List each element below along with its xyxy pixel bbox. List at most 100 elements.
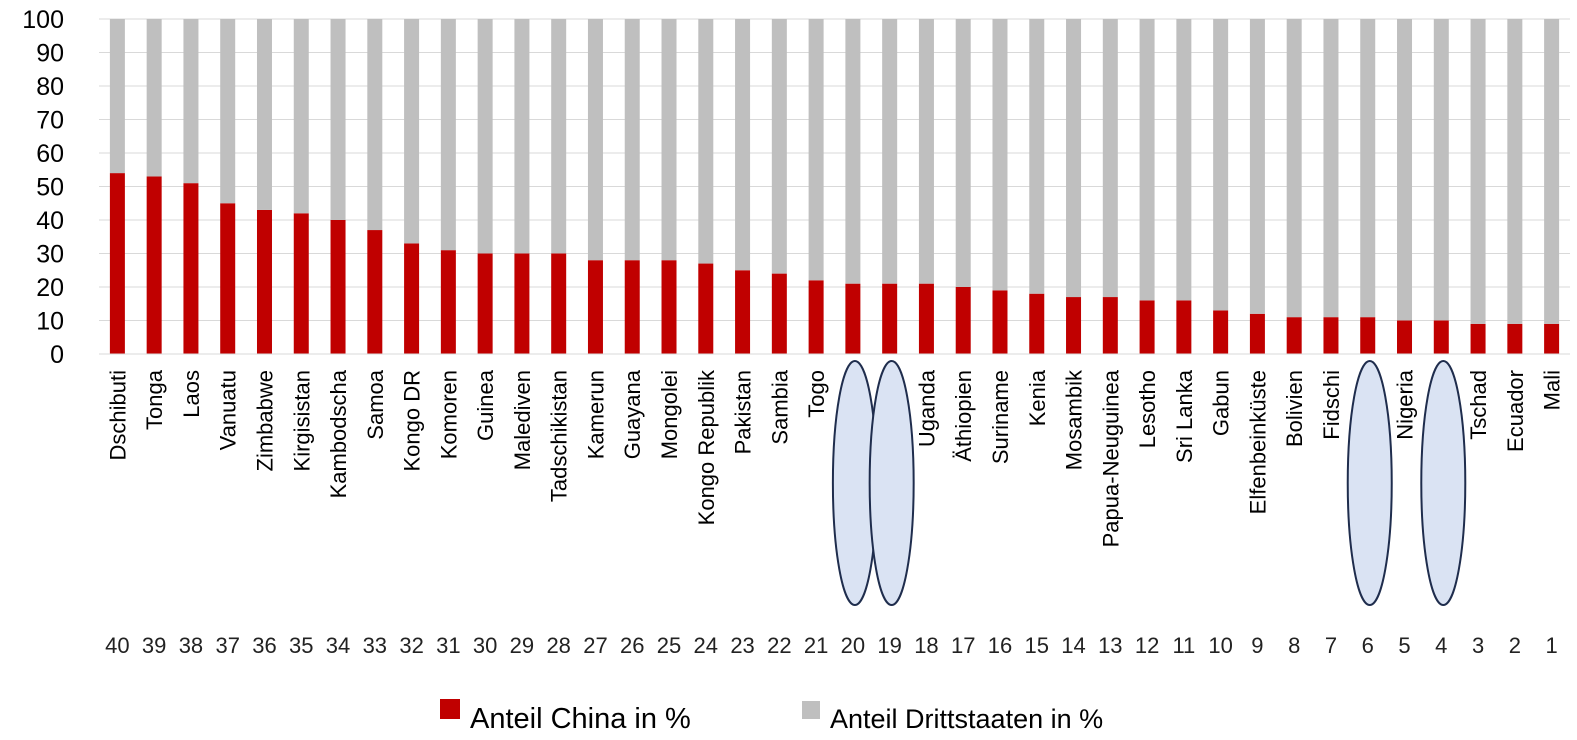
bar-drittstaaten <box>1544 19 1560 324</box>
bar-drittstaaten <box>624 19 640 261</box>
y-axis-ticks: 0 10 20 30 40 50 60 70 80 90 100 <box>22 6 64 369</box>
bar-china <box>1176 300 1192 354</box>
category-label: Zimbabwe <box>252 370 277 471</box>
bar-china <box>698 263 714 354</box>
rank-label: 38 <box>179 633 203 658</box>
bar-drittstaaten <box>587 19 603 261</box>
category-label: Elfenbeinküste <box>1245 370 1270 514</box>
bar-drittstaaten <box>1176 19 1192 301</box>
bar-drittstaaten <box>955 19 971 287</box>
category-label: Tonga <box>142 369 167 430</box>
bar-china <box>183 183 199 354</box>
category-label: Komoren <box>436 370 461 459</box>
bar-china <box>1102 297 1118 354</box>
rank-label: 11 <box>1172 633 1195 658</box>
bar-drittstaaten <box>661 19 677 261</box>
rank-label: 8 <box>1288 633 1300 658</box>
category-label: Guayana <box>620 369 645 459</box>
rank-label: 23 <box>730 633 754 658</box>
bar-china <box>404 243 420 354</box>
bar-drittstaaten <box>1470 19 1486 324</box>
category-label: Uganda <box>914 369 939 447</box>
rank-label: 28 <box>546 633 570 658</box>
y-tick-label: 80 <box>36 73 64 101</box>
rank-label: 6 <box>1362 633 1374 658</box>
bar-drittstaaten <box>1066 19 1082 298</box>
y-tick-label: 20 <box>36 274 64 302</box>
category-label: Papua-Neuguinea <box>1098 369 1123 547</box>
bar-drittstaaten <box>882 19 898 284</box>
category-label: Togo <box>804 370 829 418</box>
category-label: Kamerun <box>583 370 608 459</box>
category-label: Äthiopien <box>951 370 976 462</box>
bar-china <box>771 273 787 354</box>
bar-china <box>1323 317 1339 354</box>
bar-china <box>1470 323 1486 354</box>
category-label: Lesotho <box>1135 370 1160 448</box>
highlight-ellipse <box>868 360 915 606</box>
category-label: Kongo Republik <box>694 369 719 525</box>
bar-drittstaaten <box>992 19 1008 291</box>
category-label: Tschad <box>1466 370 1491 440</box>
category-label: Mosambik <box>1062 369 1087 470</box>
rank-label: 19 <box>877 633 901 658</box>
bar-drittstaaten <box>404 19 420 244</box>
bar-china <box>1544 323 1560 354</box>
rank-label: 32 <box>399 633 423 658</box>
rank-label: 5 <box>1398 633 1410 658</box>
bar-drittstaaten <box>109 19 125 174</box>
bar-china <box>293 213 309 354</box>
bar-china <box>146 176 162 354</box>
bar-china <box>1213 310 1229 354</box>
bar-china <box>551 253 567 354</box>
legend-swatch <box>802 701 820 719</box>
bar-drittstaaten <box>698 19 714 264</box>
rank-label: 18 <box>914 633 938 658</box>
rank-label: 15 <box>1025 633 1049 658</box>
bar-china <box>330 220 346 354</box>
bar-drittstaaten <box>146 19 162 177</box>
category-label: Tadschikistan <box>547 370 572 502</box>
category-label: Guinea <box>473 369 498 441</box>
y-tick-label: 90 <box>36 40 64 68</box>
highlight-ellipse <box>1346 360 1393 606</box>
bar-china <box>808 280 824 354</box>
category-label: Fidschi <box>1319 370 1344 440</box>
bar-drittstaaten <box>1286 19 1302 318</box>
bar-china <box>845 283 861 354</box>
category-label: Malediven <box>510 370 535 470</box>
bar-china <box>1286 317 1302 354</box>
bar-china <box>514 253 530 354</box>
rank-label: 14 <box>1061 633 1085 658</box>
y-tick-label: 60 <box>36 140 64 168</box>
rank-label: 30 <box>473 633 497 658</box>
rank-label: 27 <box>583 633 607 658</box>
legend: Anteil China in % Anteil Drittstaaten in … <box>440 699 1103 735</box>
rank-label: 17 <box>951 633 975 658</box>
category-label: Dschibuti <box>105 370 130 460</box>
bar-drittstaaten <box>1360 19 1376 318</box>
y-tick-label: 40 <box>36 207 64 235</box>
y-tick-label: 30 <box>36 241 64 269</box>
rank-label: 39 <box>142 633 166 658</box>
bar-china <box>220 203 236 354</box>
bar-drittstaaten <box>845 19 861 284</box>
category-label: Kambodscha <box>326 369 351 498</box>
bar-china <box>1249 313 1265 354</box>
bar-drittstaaten <box>1433 19 1449 321</box>
rank-label: 40 <box>105 633 129 658</box>
category-label: Samoa <box>363 369 388 439</box>
legend-label: Anteil Drittstaaten in % <box>830 704 1103 734</box>
rank-label: 34 <box>326 633 350 658</box>
bar-china <box>661 260 677 354</box>
bar-china <box>882 283 898 354</box>
gridlines <box>99 18 1570 321</box>
rank-label: 21 <box>804 633 828 658</box>
bar-drittstaaten <box>183 19 199 184</box>
y-tick-label: 50 <box>36 174 64 202</box>
highlight-ellipse <box>1420 360 1467 606</box>
rank-label: 7 <box>1325 633 1337 658</box>
rank-label: 3 <box>1472 633 1484 658</box>
rank-label: 36 <box>252 633 276 658</box>
